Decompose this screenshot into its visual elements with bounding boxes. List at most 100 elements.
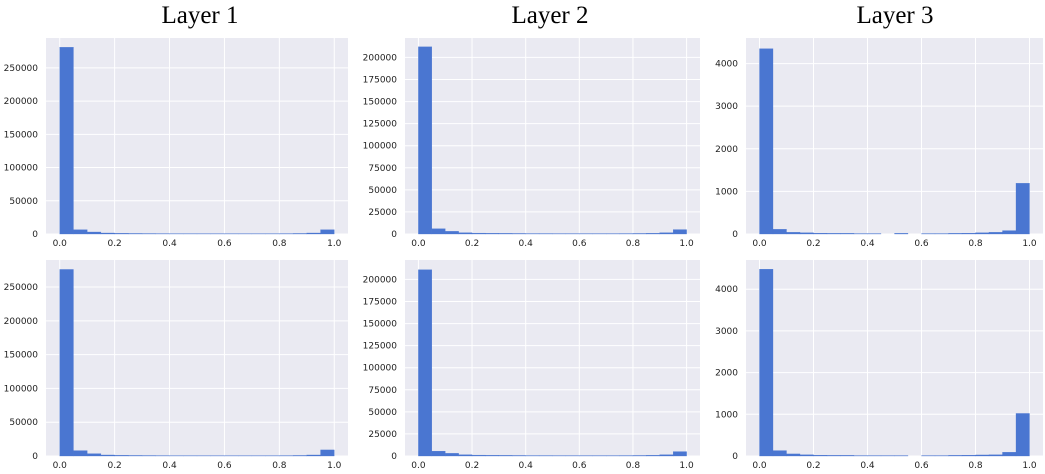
y-tick-label: 75000 (368, 386, 397, 396)
histogram-bar (799, 232, 814, 235)
x-tick-label: 0.4 (162, 239, 177, 249)
x-tick-label: 1.0 (1022, 239, 1037, 249)
x-tick-label: 0.0 (411, 239, 426, 249)
y-tick-label: 50000 (9, 418, 38, 428)
histogram-bar (975, 232, 990, 235)
histogram-layer-1-top: 0.0 0.2 0.4 0.6 0.8 1.0 0 50000 100000 150000 2000… (4, 38, 348, 249)
column-title-layer-3: Layer 3 (856, 2, 934, 29)
histogram-bar (772, 229, 787, 235)
y-tick-label: 125000 (363, 120, 398, 130)
histogram-bar (445, 453, 459, 457)
y-tick-label: 200000 (4, 97, 39, 107)
y-tick-label: 250000 (4, 283, 39, 293)
x-tick-label: 0.8 (272, 461, 287, 471)
y-tick-label: 2000 (715, 369, 738, 379)
x-tick-label: 0.0 (752, 461, 767, 471)
histogram-bar (813, 455, 828, 457)
histogram-bar (100, 232, 115, 235)
histogram-bar (975, 454, 990, 457)
plot-background (405, 38, 700, 234)
y-tick-label: 200000 (4, 317, 39, 327)
y-tick-label: 200000 (363, 275, 398, 285)
y-tick-label: 25000 (368, 430, 397, 440)
plot-background (746, 38, 1043, 234)
y-tick-label: 1000 (715, 187, 738, 197)
x-tick-label: 0.2 (465, 461, 479, 471)
histogram-bar (73, 229, 88, 235)
histogram-layer-2-bottom: 0.0 0.2 0.4 0.6 0.8 1.0 0 25000 50000 75000 100000… (363, 260, 700, 471)
histogram-bar (673, 229, 687, 235)
x-tick-label: 0.4 (519, 239, 534, 249)
x-tick-label: 0.0 (411, 461, 426, 471)
histogram-layer-2-top: 0.0 0.2 0.4 0.6 0.8 1.0 0 25000 50000 75000 100000… (363, 38, 700, 249)
histogram-bar (100, 454, 115, 457)
histogram-bar (306, 454, 321, 457)
y-tick-label: 150000 (4, 130, 39, 140)
y-tick-label: 0 (732, 452, 738, 462)
plot-background (46, 38, 348, 234)
histogram-bar (988, 454, 1003, 457)
y-tick-label: 50000 (368, 186, 397, 196)
histogram-bar (786, 453, 801, 457)
x-tick-label: 0.6 (217, 461, 232, 471)
y-tick-label: 175000 (363, 297, 398, 307)
y-tick-label: 100000 (363, 142, 398, 152)
histogram-bar (512, 455, 526, 457)
histogram-bar (292, 455, 307, 457)
y-tick-label: 1000 (715, 410, 738, 420)
y-tick-label: 175000 (363, 75, 398, 85)
x-tick-label: 1.0 (679, 239, 694, 249)
column-title-layer-2: Layer 2 (511, 2, 589, 29)
y-tick-label: 150000 (363, 98, 398, 108)
y-tick-label: 75000 (368, 164, 397, 174)
histogram-bar (498, 455, 513, 457)
histogram-bar (59, 47, 74, 235)
histogram-bar (1002, 452, 1017, 457)
histogram-bar (87, 453, 102, 457)
histogram-bar (431, 228, 446, 235)
histogram-bar (826, 233, 841, 235)
x-tick-label: 0.8 (968, 461, 983, 471)
x-tick-label: 0.2 (806, 239, 820, 249)
y-tick-label: 100000 (4, 164, 39, 174)
x-tick-label: 0.6 (914, 461, 929, 471)
y-tick-label: 250000 (4, 64, 39, 74)
y-tick-label: 200000 (363, 53, 398, 63)
y-tick-label: 3000 (715, 327, 738, 337)
x-tick-label: 0.6 (217, 239, 232, 249)
histogram-bar (114, 233, 129, 235)
histogram-bar (418, 269, 432, 457)
histogram-bar (128, 455, 143, 457)
x-tick-label: 0.4 (519, 461, 534, 471)
histogram-bar (659, 232, 674, 235)
x-tick-label: 0.0 (752, 239, 767, 249)
histogram-bar (961, 232, 976, 235)
histogram-layer-1-bottom: 0.0 0.2 0.4 0.6 0.8 1.0 0 50000 100000 150000 2000… (4, 260, 348, 471)
x-tick-label: 0.8 (626, 239, 641, 249)
histogram-bar (961, 455, 976, 457)
histogram-bar (659, 454, 674, 457)
x-tick-label: 1.0 (327, 461, 342, 471)
histogram-bar (485, 233, 500, 235)
x-tick-label: 1.0 (1022, 461, 1037, 471)
histogram-bar (786, 232, 801, 235)
x-tick-label: 0.8 (626, 461, 641, 471)
histogram-bar (948, 233, 963, 235)
histogram-bar (1015, 183, 1030, 235)
histogram-bar (948, 455, 963, 457)
histogram-bar (646, 233, 660, 235)
histogram-bar (128, 233, 143, 235)
histogram-bar (114, 455, 129, 457)
histogram-bar (826, 455, 841, 457)
histogram-bar (759, 48, 774, 235)
plot-background (405, 260, 700, 456)
y-tick-label: 4000 (715, 285, 738, 295)
x-tick-label: 0.4 (860, 239, 875, 249)
histogram-bar (471, 232, 486, 235)
histogram-bar (59, 269, 74, 457)
y-tick-label: 150000 (363, 320, 398, 330)
y-tick-label: 125000 (363, 342, 398, 352)
histogram-bar (471, 454, 486, 457)
histogram-bar (306, 232, 321, 235)
y-tick-label: 0 (32, 230, 38, 240)
